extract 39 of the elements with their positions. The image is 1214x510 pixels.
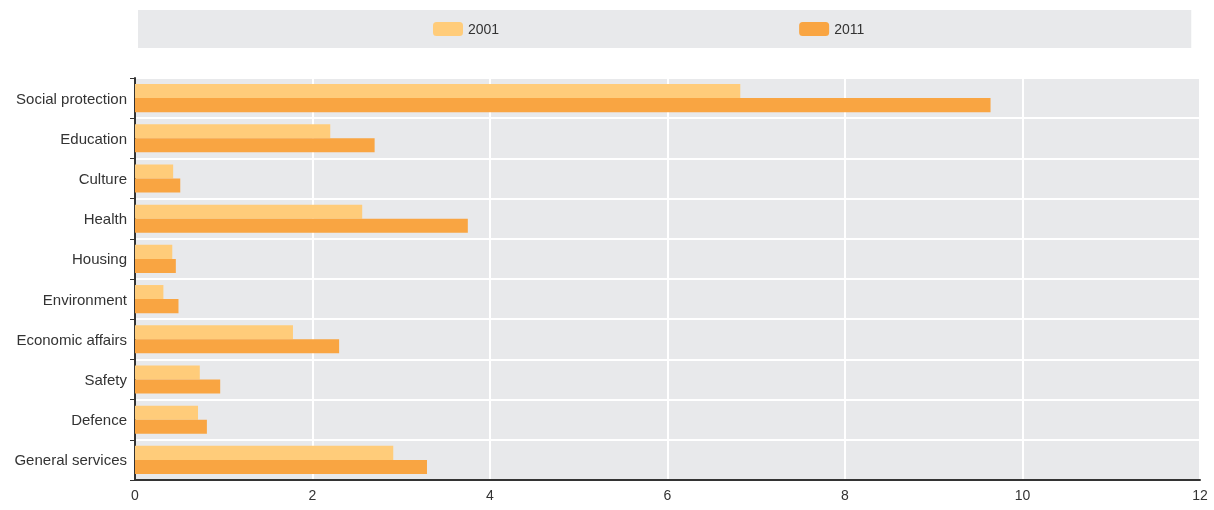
bar [135,285,164,300]
bar [135,244,173,259]
y-tick-label: Environment [42,290,128,308]
bar [135,204,363,219]
legend-label: 2001 [468,21,500,37]
y-tick-label: Social protection [16,89,127,107]
bar [135,164,174,179]
y-tick-label: General services [14,451,127,469]
bar [135,218,468,233]
x-tick-label: 12 [1192,487,1208,503]
bar [135,84,741,99]
bar [135,299,179,314]
y-tick-label: Defence [71,411,127,429]
bar [135,339,340,354]
y-tick-label: Health [83,210,127,228]
y-tick-label: Economic affairs [16,330,127,348]
y-tick-label: Culture [78,170,127,187]
y-tick-label: Education [60,129,127,147]
x-tick-label: 6 [663,487,672,503]
legend-label: 2011 [834,21,865,37]
bar [135,178,181,193]
x-tick-label: 10 [1014,487,1031,503]
bar [135,379,221,394]
bar [135,445,394,460]
bar [135,459,427,474]
bar [135,258,176,273]
x-tick-label: 8 [841,487,850,503]
y-tick-label: Housing [71,250,127,268]
x-tick-label: 4 [486,487,495,503]
bar [135,98,991,113]
y-tick-label: Safety [84,371,128,388]
bar [135,365,200,380]
bar [135,405,199,420]
bar [135,325,293,340]
x-tick-label: 0 [131,487,140,503]
x-tick-label: 2 [308,487,317,503]
bar [135,124,331,139]
bar [135,138,375,153]
bar [135,419,207,434]
